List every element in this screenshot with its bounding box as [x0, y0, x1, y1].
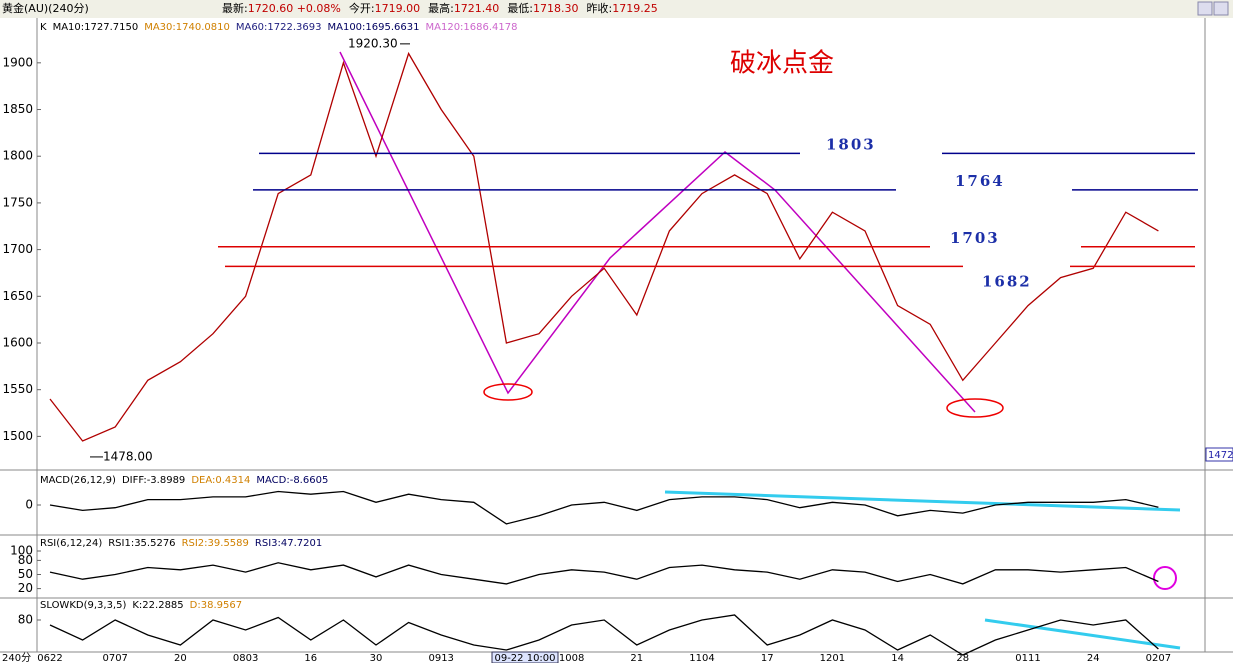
x-tick-label: 17	[761, 653, 774, 663]
quote-label: 最低:	[507, 2, 533, 15]
y-tick-label: 1750	[2, 195, 33, 209]
button[interactable]	[1213, 1, 1229, 16]
x-tick-label: 1201	[820, 653, 845, 663]
legend-item: MA120:1686.4178	[426, 22, 518, 33]
x-tick-label: 14	[891, 653, 904, 663]
legend-item: MACD:-8.6605	[256, 475, 328, 486]
x-tick-label: 28	[956, 653, 969, 663]
trend-line	[664, 490, 1181, 512]
x-tick-label: 1008	[559, 653, 584, 663]
quote-label: 最高:	[428, 1, 454, 15]
quote-value: 1719.00	[375, 2, 421, 15]
chart-title: 破冰点金	[730, 49, 834, 79]
quote-value: 1718.30	[533, 2, 579, 15]
legend-item: RSI2:39.5589	[182, 538, 249, 549]
y-tick-label: 50	[18, 567, 33, 581]
quote-value: 1720.60 +0.08%	[248, 2, 341, 15]
y-tick-label: 0	[25, 498, 33, 512]
annotation: 1920.30	[348, 36, 398, 50]
x-tick-label: 20	[174, 653, 187, 663]
header-bar	[0, 0, 1233, 18]
circle-mark	[946, 398, 1004, 418]
series-line	[49, 490, 1159, 525]
y-tick-label: 1850	[2, 102, 33, 116]
x-tick-label: 0803	[233, 653, 258, 663]
series-line	[49, 562, 1159, 585]
annotation: 1478.00	[103, 449, 153, 463]
y-tick-label: 1800	[2, 149, 33, 163]
level-label: 1703	[950, 229, 1000, 247]
x-tick-label: 21	[630, 653, 643, 663]
legend-item: RSI3:47.7201	[255, 538, 322, 549]
x-tick-label: 0622	[37, 653, 62, 663]
x-tick-label: 16	[304, 653, 317, 663]
level-label: 1682	[982, 272, 1032, 290]
axis-badge: 1472	[1208, 450, 1233, 461]
symbol: 黄金(AU)(240分)	[2, 1, 89, 15]
axis-badge-box	[1205, 447, 1233, 462]
legend-item: D:38.9567	[190, 600, 242, 611]
x-tick-label: 0207	[1146, 653, 1171, 663]
legend-item: MACD(26,12,9)	[40, 475, 116, 486]
level-label: 1764	[955, 172, 1005, 190]
circle-mark	[483, 383, 533, 401]
legend-item: K:22.2885	[132, 600, 183, 611]
x-tick-label: 0913	[428, 653, 453, 663]
trend-line	[984, 618, 1181, 650]
quote-label: 最新:	[222, 1, 248, 15]
legend-item: DIFF:-3.8989	[122, 475, 185, 486]
x-tick-label: 1104	[689, 653, 714, 663]
x-tick-label: 0111	[1015, 653, 1040, 663]
legend-item: MA60:1722.3693	[236, 22, 322, 33]
legend-item: RSI(6,12,24)	[40, 538, 102, 549]
quote-label: 今开:	[349, 1, 375, 15]
y-tick-label: 80	[18, 613, 33, 627]
legend-item: SLOWKD(9,3,3,5)	[40, 600, 126, 611]
series-line	[49, 51, 1159, 442]
y-tick-label: 1650	[2, 289, 33, 303]
quote-label: 昨收:	[587, 1, 613, 15]
y-tick-label: 1500	[2, 429, 33, 443]
y-tick-label: 20	[18, 581, 33, 595]
crosshair-box	[491, 651, 559, 663]
level-label: 1803	[826, 135, 876, 153]
y-tick-label: 1550	[2, 382, 33, 396]
legend-item: RSI1:35.5276	[108, 538, 175, 549]
y-tick-label: 1900	[2, 55, 33, 69]
x-tick-label: 0707	[102, 653, 127, 663]
x-tick-label: 30	[370, 653, 383, 663]
y-tick-label: 1700	[2, 242, 33, 256]
series-line	[49, 614, 1159, 656]
x-tick-label: 24	[1087, 653, 1100, 663]
trend-zigzag	[339, 51, 976, 413]
legend-item: K	[40, 22, 47, 33]
legend-item: MA30:1740.0810	[144, 22, 230, 33]
circle-mark	[1153, 566, 1177, 590]
y-tick-label: 1600	[2, 335, 33, 349]
legend-item: MA10:1727.7150	[53, 22, 139, 33]
legend-item: MA100:1695.6631	[327, 22, 419, 33]
quote-value: 1719.25	[612, 2, 658, 15]
crosshair-label: 09-22 10:00	[494, 653, 555, 663]
y-tick-label: 100	[10, 544, 33, 558]
button[interactable]	[1197, 1, 1213, 16]
y-tick-label: 80	[18, 553, 33, 567]
quote-value: 1721.40	[454, 2, 500, 15]
corner-label: 240分	[2, 652, 31, 663]
legend-item: DEA:0.4314	[191, 475, 250, 486]
